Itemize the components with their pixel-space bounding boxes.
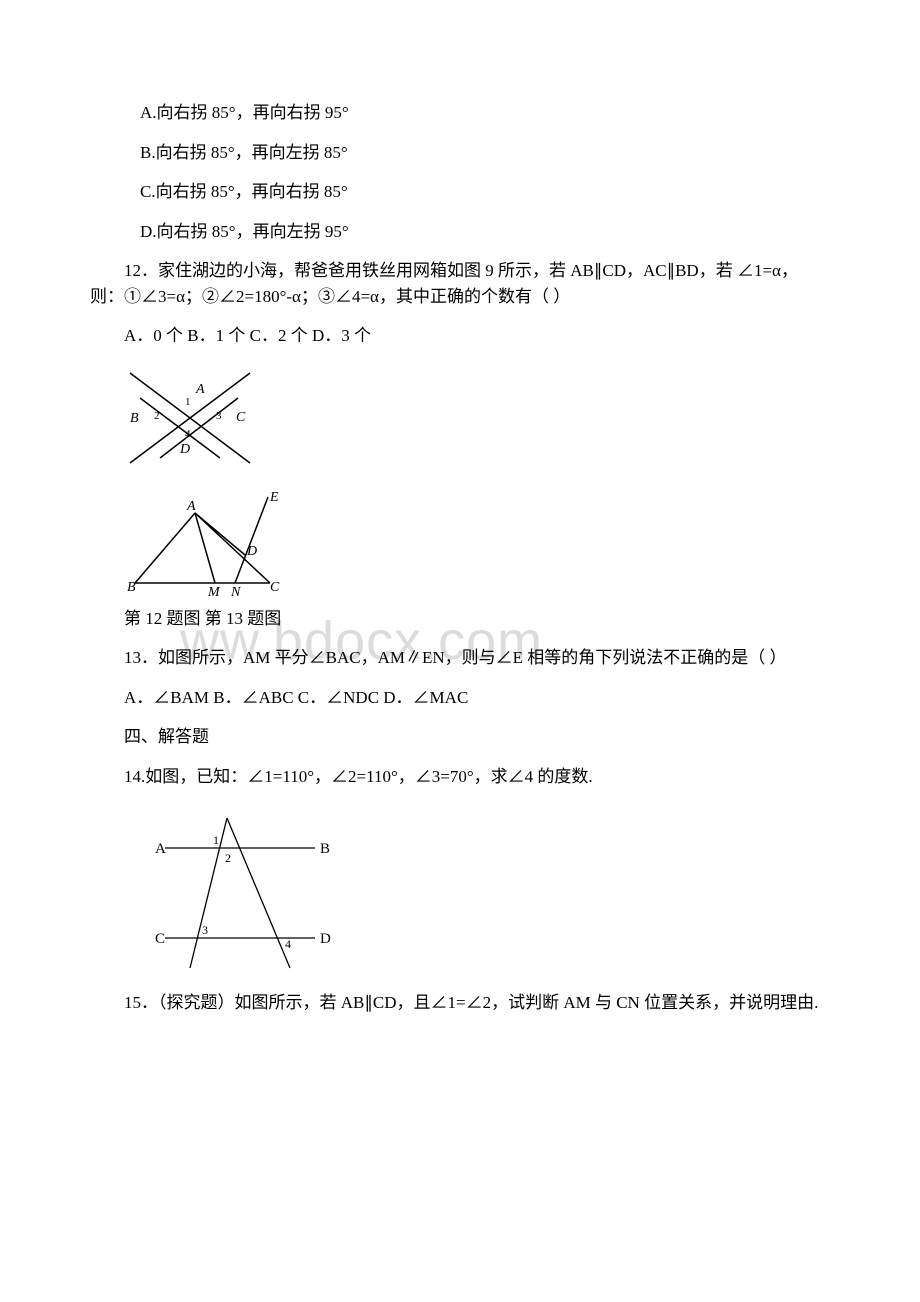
fig14-label-4: 4 — [285, 937, 291, 951]
fig12-label-a: A — [195, 382, 205, 397]
option-11c: C.向右拐 85°，再向右拐 85° — [90, 179, 830, 205]
fig12-label-2: 2 — [154, 410, 160, 422]
figure-14-container: A B C D 1 2 3 4 — [135, 803, 830, 978]
q15-stem: 15．（探究题）如图所示，若 AB∥CD，且∠1=∠2，试判断 AM 与 CN … — [90, 990, 830, 1016]
fig12-label-1: 1 — [185, 396, 191, 408]
fig13-label-a: A — [186, 499, 196, 514]
fig13-label-n: N — [230, 585, 241, 598]
figure-12: A B C D 1 2 3 4 — [120, 363, 260, 483]
fig14-label-b: B — [320, 841, 330, 857]
fig12-label-b: B — [130, 411, 139, 426]
fig14-label-1: 1 — [213, 833, 219, 847]
figure-caption: 第 12 题图 第 13 题图 — [90, 606, 830, 632]
q14-stem: 14.如图，已知：∠1=110°，∠2=110°，∠3=70°，求∠4 的度数. — [90, 764, 830, 790]
fig14-label-2: 2 — [225, 851, 231, 865]
fig12-label-4: 4 — [185, 428, 191, 440]
fig12-label-3: 3 — [216, 410, 222, 422]
section-4-heading: 四、解答题 — [90, 724, 830, 750]
q13-stem: 13．如图所示，AM 平分∠BAC，AM∥EN，则与∠E 相等的角下列说法不正确… — [90, 645, 830, 671]
option-11b: B.向右拐 85°，再向左拐 85° — [90, 140, 830, 166]
option-11a: A.向右拐 85°，再向右拐 95° — [90, 100, 830, 126]
fig13-label-m: M — [207, 585, 221, 598]
page-content: A.向右拐 85°，再向右拐 95° B.向右拐 85°，再向左拐 85° C.… — [90, 100, 830, 1016]
fig13-label-e: E — [269, 490, 279, 505]
fig14-label-c: C — [155, 931, 165, 947]
fig13-label-b: B — [127, 580, 136, 595]
fig14-label-3: 3 — [202, 923, 208, 937]
option-11d: D.向右拐 85°，再向左拐 95° — [90, 219, 830, 245]
figure-13: A B C D E M N — [120, 483, 290, 598]
figure-14: A B C D 1 2 3 4 — [135, 803, 345, 978]
fig12-label-d: D — [179, 442, 190, 457]
figures-12-13: A B C D 1 2 3 4 A B — [120, 363, 830, 598]
fig14-label-d: D — [320, 931, 331, 947]
fig12-label-c: C — [236, 410, 246, 425]
q12-options: A．0 个 B．1 个 C．2 个 D．3 个 — [90, 323, 830, 349]
q13-options: A．∠BAM B．∠ABC C．∠NDC D．∠MAC — [90, 685, 830, 711]
fig13-label-c: C — [270, 580, 280, 595]
q12-stem: 12．家住湖边的小海，帮爸爸用铁丝用网箱如图 9 所示，若 AB∥CD，AC∥B… — [90, 258, 830, 309]
fig14-label-a: A — [155, 841, 166, 857]
fig13-label-d: D — [246, 544, 257, 559]
